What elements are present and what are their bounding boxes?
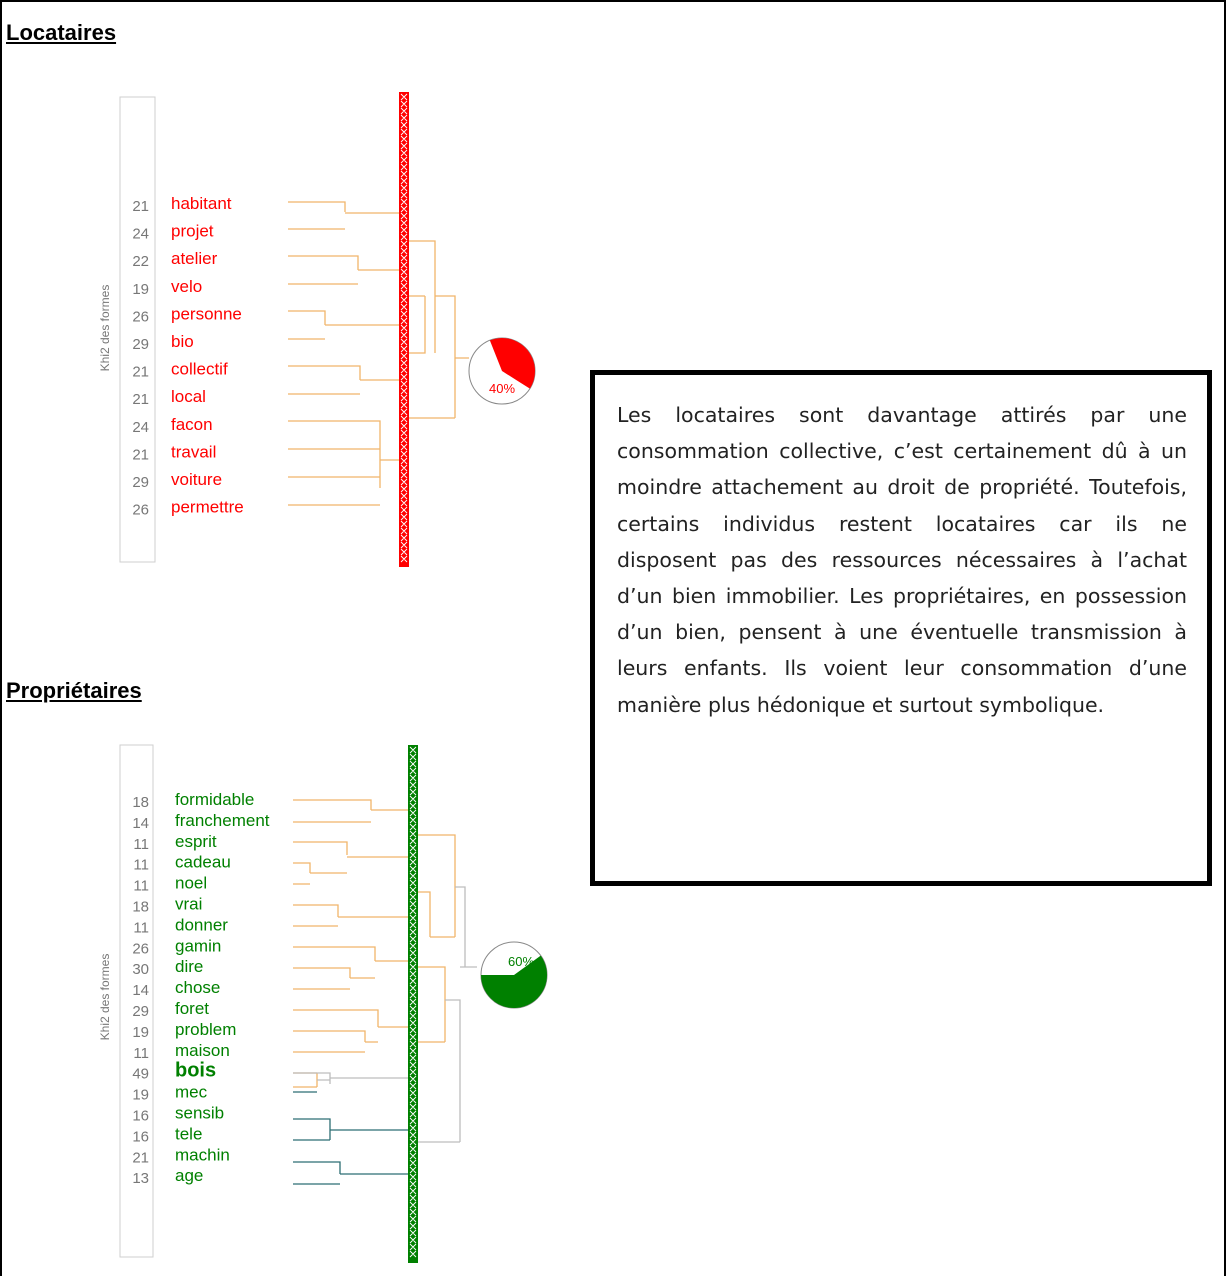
term-label: projet [171, 222, 214, 241]
chi2-value: 26 [132, 940, 149, 957]
term-label: maison [175, 1041, 230, 1060]
chi2-value: 11 [133, 878, 149, 895]
chi2-value: 24 [132, 419, 149, 436]
dendrogram-locataires: Khi2 des formes 21 habitant 24 projet 22 atel… [98, 92, 536, 567]
term-label: franchement [175, 811, 270, 830]
chi2-value: 26 [132, 502, 149, 519]
proportion-slice [489, 338, 536, 389]
dendrogram-branches-grey [293, 886, 477, 1143]
chi2-value: 29 [132, 474, 149, 491]
chi2-value: 13 [132, 1170, 149, 1187]
chi2-value: 29 [132, 336, 149, 353]
chi2-value: 26 [132, 308, 149, 325]
term-label: bio [171, 332, 194, 351]
chi2-value: 18 [132, 899, 149, 916]
dendrogram-branches [288, 201, 469, 506]
chi2-value: 19 [132, 1024, 149, 1041]
dendrogram-branches [293, 799, 456, 1088]
term-label: age [175, 1166, 203, 1185]
term-label: velo [171, 277, 202, 296]
chi2-value: 21 [132, 198, 149, 215]
section-title-locataires: Locataires [6, 20, 117, 45]
chi2-value: 49 [132, 1066, 149, 1083]
term-label: travail [171, 442, 216, 461]
class-bar-hatch [400, 93, 408, 563]
term-label: chose [175, 978, 220, 997]
term-label: mec [175, 1083, 208, 1102]
term-label: problem [175, 1020, 236, 1039]
chi2-value: 21 [132, 391, 149, 408]
chi2-value: 11 [133, 1045, 149, 1062]
term-label: donner [175, 915, 228, 934]
term-label: local [171, 387, 206, 406]
chi2-value: 30 [132, 961, 149, 978]
term-label: machin [175, 1145, 230, 1164]
chi2-value: 18 [132, 794, 149, 811]
chi2-value: 21 [132, 446, 149, 463]
chi2-axis-label: Khi2 des formes [98, 954, 112, 1041]
term-label: bois [175, 1060, 216, 1082]
class-bar [399, 92, 409, 567]
chi2-value: 11 [133, 857, 149, 874]
chi2-value: 14 [132, 982, 149, 999]
chi2-column-frame [119, 96, 156, 563]
term-label: atelier [171, 249, 218, 268]
term-label: collectif [171, 360, 228, 379]
chi2-value: 21 [132, 364, 149, 381]
chi2-axis-label: Khi2 des formes [98, 285, 112, 372]
chi2-value: 29 [132, 1003, 149, 1020]
term-label: facon [171, 415, 213, 434]
chi2-value: 14 [132, 815, 149, 832]
commentary-box: Les locataires sont davantage attirés pa… [590, 370, 1212, 886]
chi2-value: 11 [133, 919, 149, 936]
term-label: permettre [171, 498, 244, 517]
dendrogram-proprietaires: Khi2 des formes 18 formidable 14 franchemen… [98, 744, 548, 1263]
term-label: habitant [171, 194, 232, 213]
term-label: cadeau [175, 853, 231, 872]
proportion-label: 60% [508, 954, 534, 969]
class-bar-hatch [409, 746, 417, 1258]
term-label: noel [175, 874, 207, 893]
chi2-value: 24 [132, 226, 149, 243]
term-label: tele [175, 1124, 202, 1143]
chi2-value: 22 [132, 253, 149, 270]
chi2-value: 19 [132, 281, 149, 298]
section-title-proprietaires: Propriétaires [6, 678, 142, 703]
term-label: gamin [175, 936, 221, 955]
proportion-label: 40% [489, 381, 515, 396]
dendrogram-branches-teal [293, 1091, 408, 1185]
commentary-text: Les locataires sont davantage attirés pa… [617, 403, 1187, 717]
term-label: personne [171, 304, 242, 323]
term-label: formidable [175, 790, 254, 809]
term-label: dire [175, 957, 203, 976]
term-label: foret [175, 999, 209, 1018]
chi2-value: 16 [132, 1128, 149, 1145]
term-label: voiture [171, 470, 222, 489]
chi2-value: 21 [132, 1149, 149, 1166]
proportion-slice [481, 955, 547, 1008]
term-label: vrai [175, 895, 202, 914]
chi2-value: 16 [132, 1108, 149, 1125]
chi2-column-frame [119, 744, 154, 1258]
class-bar [408, 745, 418, 1263]
chi2-value: 11 [133, 836, 149, 853]
term-label: sensib [175, 1104, 224, 1123]
chi2-value: 19 [132, 1087, 149, 1104]
term-label: esprit [175, 832, 217, 851]
